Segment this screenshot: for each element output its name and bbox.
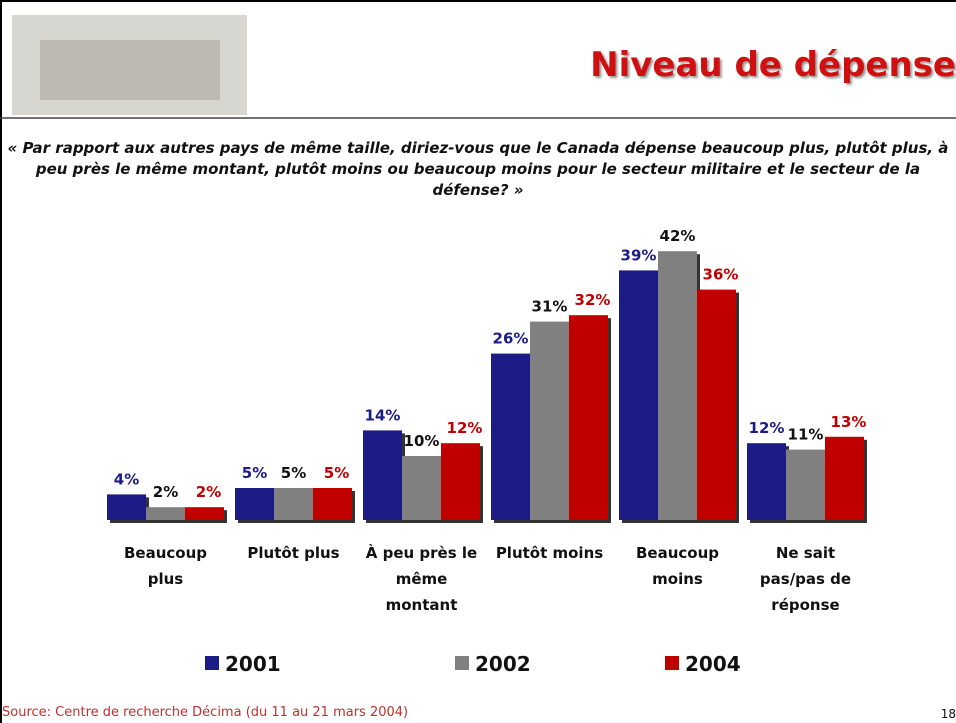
category-label: Plutôt moins: [490, 540, 610, 566]
category-label: Beaucoup plus: [106, 540, 226, 592]
category-label: Beaucoup moins: [618, 540, 738, 592]
bar: [658, 251, 697, 520]
value-label: 11%: [788, 426, 824, 444]
bar: [825, 437, 864, 520]
bar: [619, 270, 658, 520]
value-label: 26%: [493, 330, 529, 348]
bar: [530, 322, 569, 520]
value-label: 39%: [621, 246, 657, 264]
value-label: 4%: [114, 470, 139, 488]
header-image: [40, 40, 220, 100]
bar: [363, 430, 402, 520]
value-label: 10%: [404, 432, 440, 450]
value-label: 31%: [532, 298, 568, 316]
bar: [235, 488, 274, 520]
bar: [274, 488, 313, 520]
value-label: 36%: [703, 266, 739, 284]
legend-label: 2001: [225, 652, 281, 676]
value-label: 42%: [660, 227, 696, 245]
bar: [441, 443, 480, 520]
value-label: 5%: [281, 464, 306, 482]
value-label: 5%: [242, 464, 267, 482]
slide: 4% 5% 14% 26% 39% 12% 2% 5% 10% 31% 42% 11% 2% 5% 12% 3…: [0, 0, 956, 723]
bar: [491, 354, 530, 520]
value-label: 5%: [324, 464, 349, 482]
value-label: 32%: [575, 291, 611, 309]
legend-label: 2004: [685, 652, 741, 676]
value-label: 2%: [153, 483, 178, 501]
value-label: 13%: [831, 413, 867, 431]
legend-swatch: [205, 656, 219, 670]
bar: [786, 450, 825, 520]
bar: [107, 494, 146, 520]
bar: [146, 507, 185, 520]
legend-swatch: [455, 656, 469, 670]
bar: [747, 443, 786, 520]
bar: [402, 456, 441, 520]
page-number: 18: [941, 707, 956, 721]
question: « Par rapport aux autres pays de même ta…: [0, 138, 956, 201]
value-label: 12%: [447, 419, 483, 437]
bar: [569, 315, 608, 520]
value-label: 14%: [365, 406, 401, 424]
bar: [697, 290, 736, 520]
bar: [313, 488, 352, 520]
category-label: À peu près le même montant: [362, 540, 482, 618]
slide-title: Niveau de dépense: [590, 45, 956, 85]
bar: [185, 507, 224, 520]
legend-label: 2002: [475, 652, 531, 676]
value-label: 2%: [196, 483, 221, 501]
category-label: Plutôt plus: [234, 540, 354, 566]
category-label: Ne sait pas/pas de réponse: [746, 540, 866, 618]
source: Source: Centre de recherche Décima (du 1…: [2, 705, 408, 720]
value-label: 12%: [749, 419, 785, 437]
legend-swatch: [665, 656, 679, 670]
